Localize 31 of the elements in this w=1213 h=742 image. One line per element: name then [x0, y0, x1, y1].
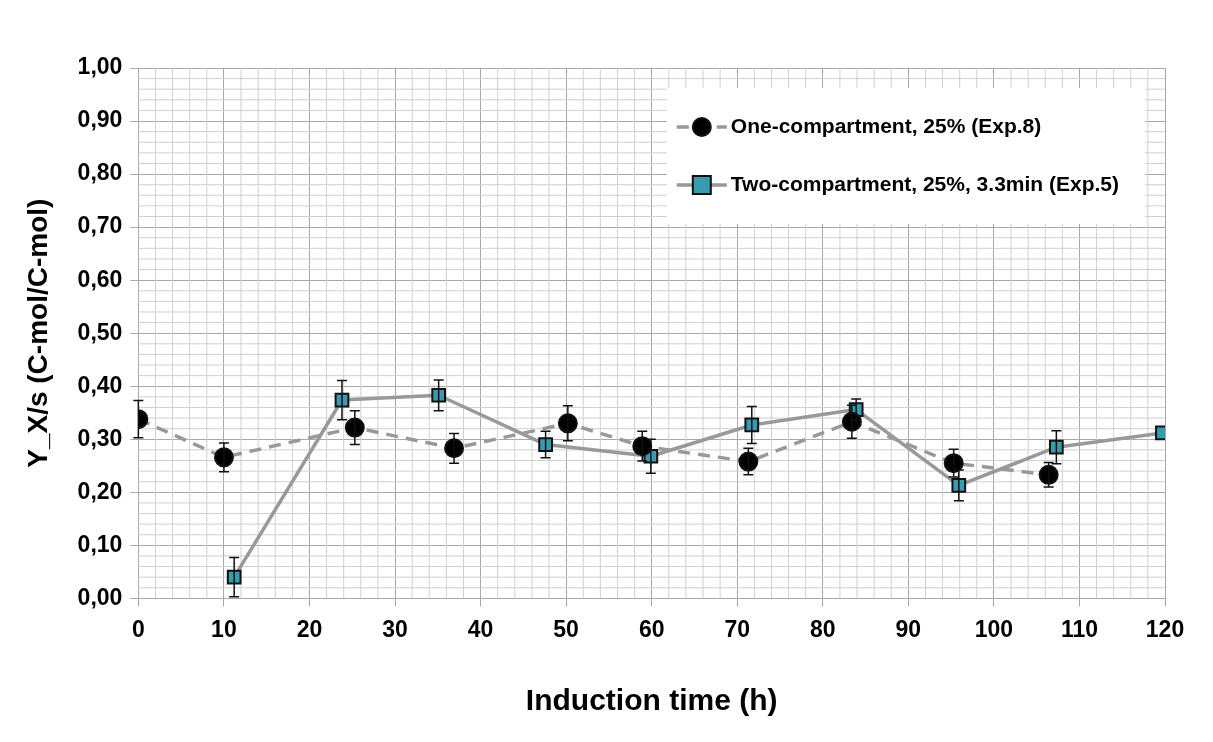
x-tick-label: 110 — [1060, 615, 1098, 642]
y-tick-label: 0,60 — [77, 265, 123, 292]
legend-label: One-compartment, 25% (Exp.8) — [730, 113, 1042, 137]
point — [1048, 439, 1064, 455]
x-tick-label: 80 — [809, 615, 836, 642]
x-tick-label: 60 — [638, 615, 665, 642]
y-tick-label: 0,50 — [77, 318, 123, 345]
x-tick-label: 90 — [895, 615, 922, 642]
y-tick-label: 0,90 — [77, 106, 123, 133]
x-tick-label: 30 — [382, 615, 408, 642]
x-tick-label: 120 — [1145, 615, 1185, 642]
y-tick-label: 1,00 — [77, 53, 123, 80]
y-tick-label: 0,10 — [77, 530, 123, 557]
x-tick-label: 50 — [553, 615, 579, 642]
y-tick-label: 0,00 — [77, 583, 123, 610]
y-axis-title: Y_X/s (C-mol/C-mol) — [21, 198, 53, 468]
y-tick-label: 0,80 — [77, 159, 123, 186]
x-tick-label: 100 — [974, 615, 1014, 642]
x-tick-label: 70 — [724, 615, 751, 642]
x-tick-label: 0 — [131, 615, 145, 642]
x-axis-title: Induction time (h) — [525, 683, 778, 717]
y-tick-label: 0,20 — [77, 477, 123, 504]
y-tick-label: 0,70 — [77, 212, 123, 239]
legend-label: Two-compartment, 25%, 3.3min (Exp.5) — [730, 171, 1120, 195]
x-tick-label: 20 — [296, 615, 323, 642]
x-tick-label: 40 — [467, 615, 494, 642]
point — [538, 437, 553, 452]
y-tick-label: 0,40 — [77, 371, 123, 398]
point — [431, 387, 447, 403]
x-tick-label: 10 — [211, 615, 237, 642]
y-tick-label: 0,30 — [77, 424, 123, 451]
